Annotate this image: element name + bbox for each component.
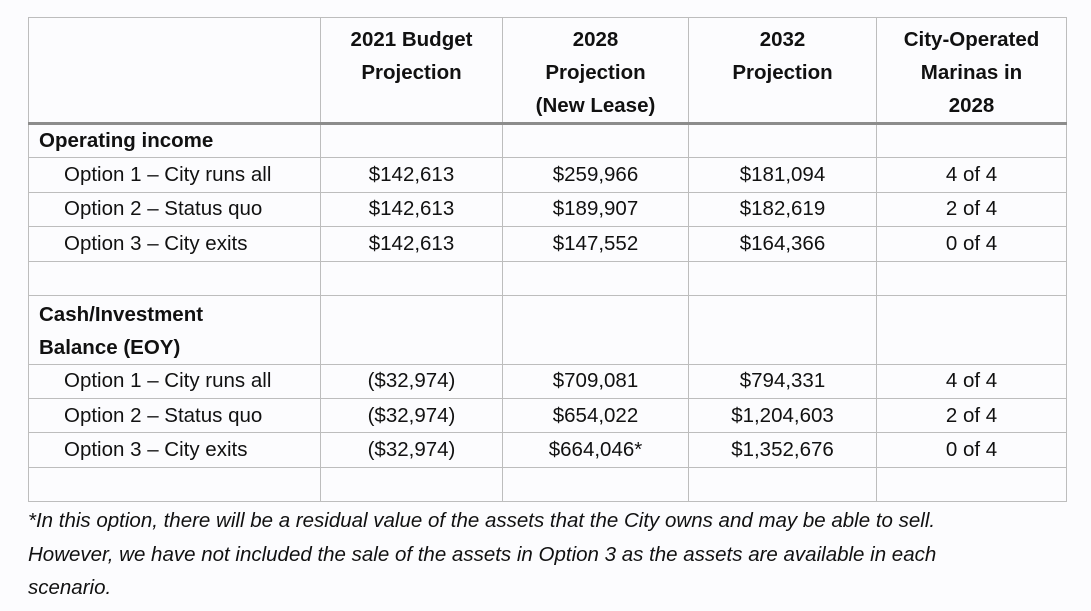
header-line: Projection	[361, 61, 462, 84]
value-marinas: 2 of 4	[876, 397, 1067, 434]
value-marinas: 0 of 4	[876, 432, 1067, 468]
section-cash-investment: Cash/Investment Balance (EOY)	[28, 294, 1067, 365]
empty-cell	[502, 260, 689, 296]
header-line: 2032	[759, 28, 806, 51]
value-2021: $142,613	[320, 226, 503, 262]
section-title: Cash/Investment Balance (EOY)	[28, 294, 321, 365]
row-label: Option 3 – City exits	[28, 226, 321, 262]
empty-cell	[876, 260, 1067, 296]
empty-cell	[320, 260, 503, 296]
section-title: Operating income	[28, 122, 321, 159]
value-2032: $164,366	[688, 226, 877, 262]
marina-projection-table: 2021 Budget Projection 2028 Projection (…	[28, 17, 1067, 502]
projection-table-container: 2021 Budget Projection 2028 Projection (…	[28, 17, 1067, 502]
value-2028: $709,081	[502, 363, 689, 399]
header-row: 2021 Budget Projection 2028 Projection (…	[28, 17, 1067, 125]
header-line: Projection	[545, 61, 646, 84]
footnote-line: However, we have not included the sale o…	[28, 542, 937, 566]
row-label: Option 1 – City runs all	[28, 157, 321, 193]
section-title-line: Balance (EOY)	[39, 335, 181, 359]
row-label: Option 1 – City runs all	[28, 363, 321, 399]
empty-cell	[502, 294, 689, 365]
header-line: City-Operated	[903, 28, 1040, 51]
empty-cell	[502, 122, 689, 159]
value-2021: ($32,974)	[320, 397, 503, 434]
value-2028: $189,907	[502, 191, 689, 228]
header-line: 2028	[948, 94, 995, 117]
table-row: Option 3 – City exits $142,613 $147,552 …	[28, 226, 1067, 262]
header-empty-cell	[28, 17, 321, 125]
section-title-line: Cash/Investment	[39, 302, 204, 326]
header-2021-budget: 2021 Budget Projection	[320, 17, 503, 125]
row-label: Option 2 – Status quo	[28, 397, 321, 434]
value-2028: $147,552	[502, 226, 689, 262]
spacer-row	[28, 260, 1067, 296]
empty-cell	[320, 294, 503, 365]
value-2021: $142,613	[320, 157, 503, 193]
value-2032: $1,352,676	[688, 432, 877, 468]
empty-cell	[876, 466, 1067, 502]
value-2032: $181,094	[688, 157, 877, 193]
table-row: Option 2 – Status quo $142,613 $189,907 …	[28, 191, 1067, 228]
footnote-line: scenario.	[28, 576, 112, 599]
header-2028-projection: 2028 Projection (New Lease)	[502, 17, 689, 125]
row-label: Option 3 – City exits	[28, 432, 321, 468]
header-line: 2021 Budget	[350, 28, 473, 51]
spacer-row	[28, 466, 1067, 502]
footnote-line: *In this option, there will be a residua…	[28, 509, 936, 532]
empty-cell	[688, 122, 877, 159]
header-city-operated-marinas: City-Operated Marinas in 2028	[876, 17, 1067, 125]
value-2028: $664,046*	[502, 432, 689, 468]
header-line: Projection	[732, 61, 833, 84]
value-marinas: 2 of 4	[876, 191, 1067, 228]
value-marinas: 4 of 4	[876, 363, 1067, 399]
value-2028: $259,966	[502, 157, 689, 193]
value-2021: $142,613	[320, 191, 503, 228]
empty-cell	[28, 260, 321, 296]
empty-cell	[320, 122, 503, 159]
value-2028: $654,022	[502, 397, 689, 434]
table-row: Option 1 – City runs all ($32,974) $709,…	[28, 363, 1067, 399]
header-2032-projection: 2032 Projection	[688, 17, 877, 125]
empty-cell	[688, 294, 877, 365]
value-2021: ($32,974)	[320, 432, 503, 468]
empty-cell	[876, 294, 1067, 365]
empty-cell	[876, 122, 1067, 159]
row-label: Option 2 – Status quo	[28, 191, 321, 228]
value-2032: $1,204,603	[688, 397, 877, 434]
value-2032: $182,619	[688, 191, 877, 228]
value-marinas: 4 of 4	[876, 157, 1067, 193]
section-operating-income: Operating income	[28, 122, 1067, 159]
empty-cell	[688, 466, 877, 502]
value-2021: ($32,974)	[320, 363, 503, 399]
empty-cell	[28, 466, 321, 502]
empty-cell	[320, 466, 503, 502]
table-row: Option 2 – Status quo ($32,974) $654,022…	[28, 397, 1067, 434]
value-2032: $794,331	[688, 363, 877, 399]
header-line: 2028	[572, 28, 619, 51]
empty-cell	[688, 260, 877, 296]
value-marinas: 0 of 4	[876, 226, 1067, 262]
table-row: Option 3 – City exits ($32,974) $664,046…	[28, 432, 1067, 468]
empty-cell	[502, 466, 689, 502]
table-row: Option 1 – City runs all $142,613 $259,9…	[28, 157, 1067, 193]
header-line: Marinas in	[920, 61, 1023, 84]
footnote: *In this option, there will be a residua…	[28, 504, 1078, 605]
header-line: (New Lease)	[535, 94, 656, 117]
